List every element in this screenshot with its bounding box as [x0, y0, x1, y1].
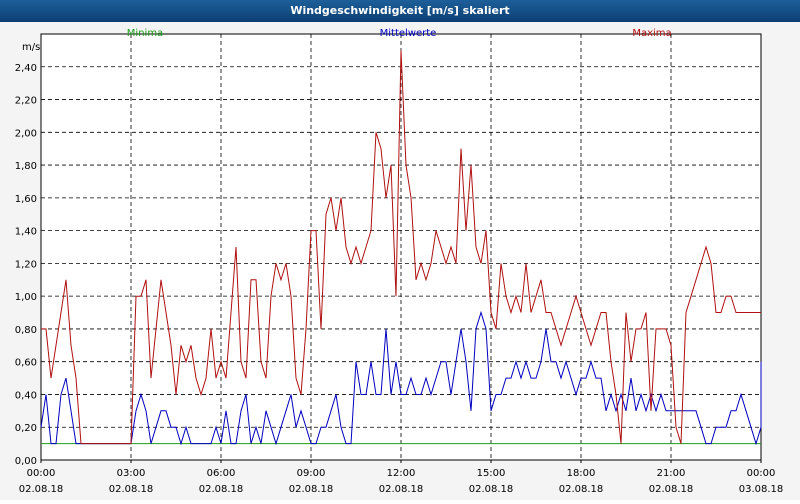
- x-tick-date: 02.08.18: [199, 484, 244, 495]
- x-tick-time: 18:00: [567, 468, 596, 479]
- x-tick-date: 02.08.18: [559, 484, 604, 495]
- y-tick-label: 2,40: [15, 63, 37, 74]
- y-axis-label: m/s: [22, 42, 40, 53]
- x-tick-time: 12:00: [387, 468, 416, 479]
- y-axis: 0,00 0,20 0,40 0,60 0,80 1,00 1,20 1,40 1,60 1,80…: [15, 63, 37, 467]
- x-tick-time: 09:00: [297, 468, 326, 479]
- legend-minima: Minima: [127, 28, 163, 39]
- chart-area: 0,00 0,20 0,40 0,60 0,80 1,00 1,20 1,40 1,60 1,80…: [0, 22, 800, 500]
- y-tick-label: 1,20: [15, 259, 37, 270]
- y-tick-label: 1,00: [15, 292, 37, 303]
- chart-title: Windgeschwindigkeit [m/s] skaliert: [0, 0, 800, 22]
- y-tick-label: 0,60: [15, 358, 37, 369]
- x-tick-time: 00:00: [27, 468, 56, 479]
- series-lines: [40, 50, 762, 446]
- series-line-max: [41, 50, 761, 445]
- x-axis: 00:00 02.08.18 03:00 02.08.18 06:00 02.08.18 0…: [19, 460, 784, 495]
- x-tick-time: 15:00: [477, 468, 506, 479]
- x-tick-date: 02.08.18: [379, 484, 424, 495]
- y-tick-label: 0,40: [15, 390, 37, 401]
- x-tick-time: 00:00: [747, 468, 776, 479]
- x-tick-date: 03.08.18: [739, 484, 784, 495]
- x-tick-date: 02.08.18: [19, 484, 64, 495]
- legend-mittelwerte: Mittelwerte: [380, 28, 437, 39]
- y-tick-label: 1,40: [15, 227, 37, 238]
- x-tick-time: 06:00: [207, 468, 236, 479]
- y-tick-label: 2,20: [15, 96, 37, 107]
- x-tick-time: 03:00: [117, 468, 146, 479]
- y-tick-label: 0,00: [15, 456, 37, 467]
- y-tick-label: 0,20: [15, 423, 37, 434]
- y-tick-label: 1,60: [15, 194, 37, 205]
- y-tick-label: 0,80: [15, 325, 37, 336]
- x-tick-date: 02.08.18: [109, 484, 154, 495]
- x-tick-time: 21:00: [657, 468, 686, 479]
- y-tick-label: 1,80: [15, 161, 37, 172]
- x-tick-date: 02.08.18: [649, 484, 694, 495]
- series-line-mean: [40, 310, 762, 446]
- legend-maxima: Maxima: [632, 28, 671, 39]
- wind-speed-chart: 0,00 0,20 0,40 0,60 0,80 1,00 1,20 1,40 1,60 1,80…: [15, 28, 784, 495]
- y-tick-label: 2,00: [15, 128, 37, 139]
- x-tick-date: 02.08.18: [469, 484, 514, 495]
- x-tick-date: 02.08.18: [289, 484, 334, 495]
